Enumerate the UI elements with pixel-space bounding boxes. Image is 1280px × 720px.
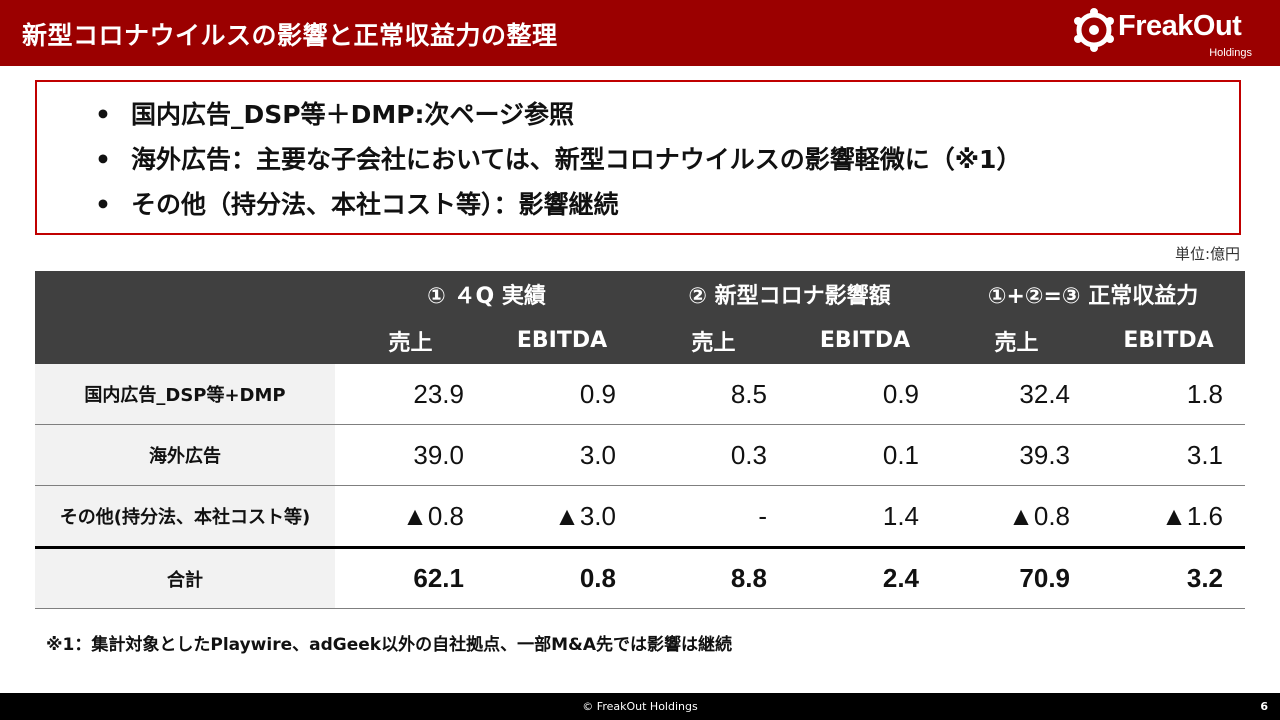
summary-box: • 国内広告_DSP等＋DMP:次ページ参照 • 海外広告：主要な子会社において… — [35, 80, 1241, 235]
total-label: 合計 — [35, 546, 335, 609]
financial-table: ① ４Q 実績 ② 新型コロナ影響額 ①+②=③ 正常収益力 売上 EBITDA… — [35, 271, 1246, 609]
value-cell: 3.1 — [1092, 424, 1246, 486]
slide-footer: © FreakOut Holdings 6 — [0, 693, 1280, 720]
subheader-ebitda: EBITDA — [1092, 317, 1246, 364]
footnote: ※1：集計対象としたPlaywire、adGeek以外の自社拠点、一部M&A先で… — [46, 635, 732, 655]
value-cell: 0.1 — [789, 424, 942, 486]
slide-header: 新型コロナウイルスの影響と正常収益力の整理 FreakOut Holdings — [0, 0, 1280, 66]
logo-subtitle: Holdings — [1209, 47, 1252, 59]
page-number: 6 — [1260, 700, 1268, 713]
value-cell: 1.8 — [1092, 364, 1246, 425]
subheader-ebitda: EBITDA — [486, 317, 638, 364]
bullet-marker: • — [95, 145, 111, 174]
copyright-text: © FreakOut Holdings — [582, 700, 698, 713]
value-cell: ▲1.6 — [1092, 485, 1246, 548]
subheader-ebitda: EBITDA — [789, 317, 942, 364]
freakout-logo-icon — [1074, 8, 1114, 52]
total-value-cell: 2.4 — [789, 546, 942, 609]
total-value-cell: 70.9 — [941, 546, 1093, 609]
value-cell: 3.0 — [486, 424, 638, 486]
table-group-header-row: ① ４Q 実績 ② 新型コロナ影響額 ①+②=③ 正常収益力 — [35, 271, 1246, 317]
summary-bullet: • その他（持分法、本社コスト等）：影響継続 — [95, 182, 1021, 227]
table-row: その他(持分法、本社コスト等) ▲0.8 ▲3.0 - 1.4 ▲0.8 ▲1.… — [35, 485, 1246, 548]
slide-title: 新型コロナウイルスの影響と正常収益力の整理 — [22, 21, 558, 50]
bullet-text: 国内広告_DSP等＋DMP:次ページ参照 — [131, 100, 575, 129]
unit-note: 単位:億円 — [1174, 245, 1240, 263]
subheader-sales: 売上 — [638, 317, 789, 364]
row-label: その他(持分法、本社コスト等) — [35, 485, 335, 548]
value-cell: 23.9 — [335, 364, 486, 425]
bullet-text: その他（持分法、本社コスト等）：影響継続 — [131, 190, 619, 219]
total-value-cell: 8.8 — [638, 546, 789, 609]
total-value-cell: 3.2 — [1092, 546, 1246, 609]
value-cell: ▲0.8 — [335, 485, 486, 548]
total-value-cell: 62.1 — [335, 546, 486, 609]
table-row: 国内広告_DSP等+DMP 23.9 0.9 8.5 0.9 32.4 1.8 — [35, 364, 1246, 425]
bullet-text: 海外広告：主要な子会社においては、新型コロナウイルスの影響軽微に（※1） — [131, 145, 1022, 174]
summary-bullet: • 海外広告：主要な子会社においては、新型コロナウイルスの影響軽微に（※1） — [95, 137, 1021, 182]
value-cell: 39.3 — [941, 424, 1093, 486]
value-cell: 0.9 — [789, 364, 942, 425]
table-row: 海外広告 39.0 3.0 0.3 0.1 39.3 3.1 — [35, 424, 1246, 486]
subheader-sales: 売上 — [335, 317, 486, 364]
bullet-marker: • — [95, 190, 111, 219]
group-header-normal-earnings: ①+②=③ 正常収益力 — [941, 271, 1246, 317]
table-corner-cell — [35, 271, 335, 317]
subheader-sales: 売上 — [941, 317, 1093, 364]
value-cell: 8.5 — [638, 364, 789, 425]
summary-bullet-list: • 国内広告_DSP等＋DMP:次ページ参照 • 海外広告：主要な子会社において… — [95, 92, 1021, 227]
row-label: 国内広告_DSP等+DMP — [35, 364, 335, 425]
value-cell: 39.0 — [335, 424, 486, 486]
value-cell: ▲0.8 — [941, 485, 1093, 548]
value-cell: 0.9 — [486, 364, 638, 425]
total-value-cell: 0.8 — [486, 546, 638, 609]
value-cell: 1.4 — [789, 485, 942, 548]
company-logo: FreakOut Holdings — [1072, 6, 1272, 62]
value-cell: 32.4 — [941, 364, 1093, 425]
table-total-row: 合計 62.1 0.8 8.8 2.4 70.9 3.2 — [35, 546, 1246, 609]
row-label: 海外広告 — [35, 424, 335, 486]
value-cell: 0.3 — [638, 424, 789, 486]
summary-bullet: • 国内広告_DSP等＋DMP:次ページ参照 — [95, 92, 1021, 137]
group-header-4q-actual: ① ４Q 実績 — [335, 271, 638, 317]
value-cell: ▲3.0 — [486, 485, 638, 548]
bullet-marker: • — [95, 100, 111, 129]
group-header-covid-impact: ② 新型コロナ影響額 — [638, 271, 942, 317]
value-cell: - — [638, 485, 789, 548]
table-corner-cell — [35, 317, 335, 364]
table-subheader-row: 売上 EBITDA 売上 EBITDA 売上 EBITDA — [35, 317, 1246, 364]
logo-name: FreakOut — [1118, 10, 1242, 42]
